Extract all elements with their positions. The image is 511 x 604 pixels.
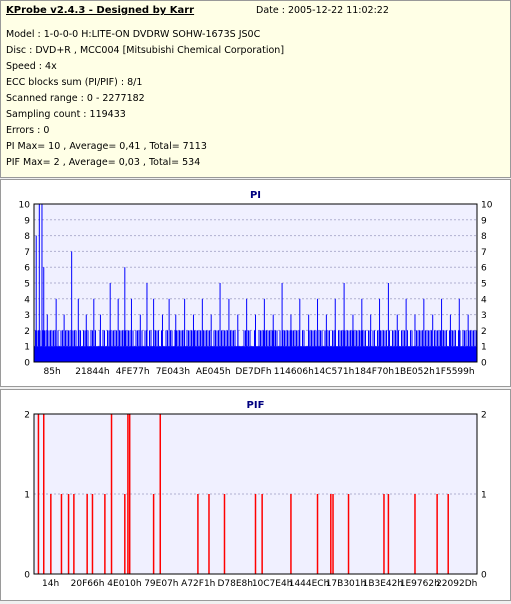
date-label: Date : [256, 5, 285, 16]
pi-y-tick-label-left: 8 [24, 232, 30, 242]
pi-chart-panel: PI 0 0 1 1 2 2 3 3 4 4 5 5 6 6 7 7 8 8 9 9 10 10 85h 21844h 4FE77… [0, 179, 511, 387]
pi-y-tick-label-right: 2 [481, 327, 487, 337]
pif-x-tick-label: 79E07h [144, 579, 178, 589]
info-scanned-range: Scanned range : 0 - 2277182 [6, 93, 145, 104]
pi-y-tick-label-right: 10 [481, 201, 493, 211]
info-ecc-blocks: ECC blocks sum (PI/PIF) : 8/1 [6, 77, 143, 88]
pi-plot-border [33, 203, 478, 363]
pi-y-tick-label-right: 8 [481, 232, 487, 242]
pif-x-tick-label: 10C7E4h [252, 579, 293, 589]
info-errors: Errors : 0 [6, 125, 50, 136]
pi-y-tick-label-left: 2 [24, 327, 30, 337]
pi-y-tick-label-right: 7 [481, 248, 487, 258]
pif-x-tick-label: 17B301h [326, 579, 367, 589]
pi-y-tick-label-left: 9 [24, 216, 30, 226]
pif-y-tick-label-right: 0 [481, 571, 487, 581]
pi-y-tick-label-left: 1 [24, 343, 30, 353]
pi-x-tick-label: 14C571h [314, 367, 355, 377]
pif-x-tick-label: A72F1h [181, 579, 215, 589]
pi-y-tick-label-left: 4 [24, 295, 30, 305]
pi-x-tick-label: 4FE77h [116, 367, 150, 377]
scan-date: Date : 2005-12-22 11:02:22 [256, 5, 389, 16]
info-disc: Disc : DVD+R , MCC004 [Mitsubishi Chemic… [6, 45, 285, 56]
pif-x-tick-label: 1B3E42h [363, 579, 403, 589]
pif-y-tick-label-left: 0 [24, 571, 30, 581]
pi-y-tick-label-right: 4 [481, 295, 487, 305]
pi-x-tick-label: 1BE052h [394, 367, 434, 377]
pi-y-tick-label-right: 3 [481, 311, 487, 321]
app-title: KProbe v2.4.3 - Designed by Karr [6, 5, 195, 16]
info-model: Model : 1-0-0-0 H:LITE-ON DVDRW SOHW-167… [6, 29, 261, 40]
pif-x-tick-label: 22092Dh [436, 579, 477, 589]
pif-y-tick-label-left: 2 [24, 411, 30, 421]
pif-x-tick-label: 20F66h [71, 579, 105, 589]
pi-y-tick-label-left: 10 [19, 201, 31, 211]
pif-x-tick-label: 4E010h [107, 579, 141, 589]
pif-x-tick-label: D78E8h [217, 579, 253, 589]
pi-y-tick-label-left: 3 [24, 311, 30, 321]
pi-y-tick-label-right: 5 [481, 280, 487, 290]
pi-y-tick-label-right: 0 [481, 359, 487, 369]
pi-x-tick-label: 114606h [274, 367, 314, 377]
pif-plot-border [33, 413, 478, 575]
pi-y-tick-label-left: 7 [24, 248, 30, 258]
pi-y-tick-label-right: 9 [481, 216, 487, 226]
pi-x-tick-label: 1F5599h [435, 367, 475, 377]
pif-chart-panel: PIF 0 0 1 1 2 2 14h 20F66h 4E010h 79E07h A72F1h D78E… [0, 389, 511, 601]
pi-y-tick-label-right: 6 [481, 264, 487, 274]
pi-x-tick-label: 85h [44, 367, 61, 377]
pif-y-tick-label-left: 1 [24, 491, 30, 501]
pi-x-tick-label: 7E043h [156, 367, 190, 377]
pi-y-tick-label-left: 6 [24, 264, 30, 274]
pif-x-tick-label: 1444ECh [289, 579, 330, 589]
pif-y-tick-label-right: 2 [481, 411, 487, 421]
pif-chart: PIF 0 0 1 1 2 2 14h 20F66h 4E010h 79E07h A72F1h D78E… [24, 400, 487, 589]
pi-chart-title: PI [250, 190, 261, 201]
pif-y-tick-label-right: 1 [481, 491, 487, 501]
pif-x-tick-label: 1E9762h [400, 579, 440, 589]
pif-x-tick-label: 14h [42, 579, 59, 589]
pi-y-tick-label-left: 5 [24, 280, 30, 290]
pi-chart: PI 0 0 1 1 2 2 3 3 4 4 5 5 6 6 7 7 8 8 9 9 10 10 85h 21844h 4FE77… [19, 190, 493, 377]
pi-y-tick-label-right: 1 [481, 343, 487, 353]
pi-x-tick-label: 21844h [75, 367, 109, 377]
pi-y-tick-label-left: 0 [24, 359, 30, 369]
info-panel: KProbe v2.4.3 - Designed by Karr Date : … [0, 0, 511, 178]
pi-x-tick-label: 184F70h [355, 367, 395, 377]
date-value: 2005-12-22 11:02:22 [287, 5, 389, 16]
info-pif-stats: PIF Max= 2 , Average= 0,03 , Total= 534 [6, 157, 201, 168]
info-pi-stats: PI Max= 10 , Average= 0,41 , Total= 7113 [6, 141, 207, 152]
info-sampling-count: Sampling count : 119433 [6, 109, 126, 120]
info-speed: Speed : 4x [6, 61, 57, 72]
pif-chart-title: PIF [247, 400, 265, 411]
pi-x-tick-label: DE7DFh [235, 367, 271, 377]
pi-x-tick-label: AE045h [196, 367, 231, 377]
